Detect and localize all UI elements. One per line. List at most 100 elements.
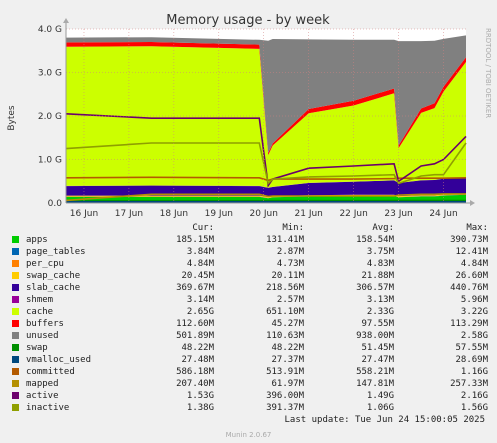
- legend-row-per-cpu: per_cpu 4.84M 4.73M 4.83M 4.84M: [12, 258, 488, 270]
- legend-swatch: [12, 248, 19, 255]
- legend-avg: 3.13M: [366, 295, 394, 305]
- legend-max: 1.56G: [460, 403, 488, 413]
- legend-table: Cur: Min: Avg: Max: apps 185.15M 131.41M 15…: [12, 222, 488, 414]
- legend-avg: 1.49G: [366, 391, 394, 401]
- legend-cur: 185.15M: [176, 235, 214, 245]
- legend-cur: 1.38G: [186, 403, 214, 413]
- legend-min: 45.27M: [271, 319, 304, 329]
- legend-swatch: [12, 344, 19, 351]
- legend-avg: 558.21M: [356, 367, 394, 377]
- legend-cur: 1.53G: [186, 391, 214, 401]
- legend-avg: 1.06G: [366, 403, 394, 413]
- legend-row-swap: swap 48.22M 48.22M 51.45M 57.55M: [12, 342, 488, 354]
- header-avg: Avg:: [372, 223, 394, 233]
- legend-min: 2.57M: [276, 295, 304, 305]
- legend-name: mapped: [26, 379, 59, 389]
- chart-title: Memory usage - by week: [166, 13, 330, 28]
- area-unused: [66, 35, 466, 153]
- legend-max: 113.29M: [450, 319, 488, 329]
- legend-name: slab_cache: [26, 283, 81, 293]
- legend-cur: 27.48M: [181, 355, 214, 365]
- y-tick-label: 0.0: [48, 199, 63, 209]
- legend-min: 48.22M: [271, 343, 304, 353]
- legend-row-page-tables: page_tables 3.84M 2.87M 3.75M 12.41M: [12, 246, 488, 258]
- legend-avg: 306.57M: [356, 283, 394, 293]
- legend-name: swap_cache: [26, 271, 81, 281]
- area-swap-cache: [66, 193, 466, 198]
- legend-min: 391.37M: [266, 403, 304, 413]
- legend-name: page_tables: [26, 247, 86, 257]
- y-tick-label: 3.0 G: [38, 69, 62, 79]
- legend-swatch: [12, 308, 19, 315]
- legend-row-committed: committed 586.18M 513.91M 558.21M 1.16G: [12, 366, 488, 378]
- legend-cur: 3.84M: [186, 247, 214, 257]
- legend-cur: 3.14M: [186, 295, 214, 305]
- last-update: Last update: Tue Jun 24 15:00:05 2025: [284, 415, 485, 425]
- legend-swatch: [12, 404, 19, 411]
- legend-row-swap-cache: swap_cache 20.45M 20.11M 21.88M 26.60M: [12, 270, 488, 282]
- legend-name: active: [26, 391, 59, 401]
- y-tick-label: 4.0 G: [38, 25, 62, 35]
- legend-cur: 112.60M: [176, 319, 214, 329]
- legend-avg: 97.55M: [361, 319, 394, 329]
- x-tick-label: 21 Jun: [295, 209, 323, 219]
- legend-row-inactive: inactive 1.38G 391.37M 1.06G 1.56G: [12, 402, 488, 414]
- legend-header: Cur: Min: Avg: Max:: [12, 222, 488, 234]
- legend-min: 27.37M: [271, 355, 304, 365]
- legend-name: unused: [26, 331, 59, 341]
- x-tick-label: 18 Jun: [160, 209, 188, 219]
- legend-max: 257.33M: [450, 379, 488, 389]
- legend-max: 26.60M: [455, 271, 488, 281]
- legend-name: per_cpu: [26, 259, 64, 269]
- legend-cur: 369.67M: [176, 283, 214, 293]
- legend-row-buffers: buffers 112.60M 45.27M 97.55M 113.29M: [12, 318, 488, 330]
- legend-cur: 48.22M: [181, 343, 214, 353]
- legend-name: buffers: [26, 319, 64, 329]
- legend-cur: 20.45M: [181, 271, 214, 281]
- legend-min: 2.87M: [276, 247, 304, 257]
- legend-name: inactive: [26, 403, 70, 413]
- legend-row-vmalloc-used: vmalloc_used 27.48M 27.37M 27.47M 28.69M: [12, 354, 488, 366]
- legend-max: 4.84M: [460, 259, 488, 269]
- x-tick-label: 20 Jun: [250, 209, 278, 219]
- legend-swatch: [12, 284, 19, 291]
- legend-row-mapped: mapped 207.40M 61.97M 147.81M 257.33M: [12, 378, 488, 390]
- legend-min: 110.63M: [266, 331, 304, 341]
- x-tick-labels: 16 Jun 17 Jun 18 Jun 19 Jun 20 Jun 21 Jun 22 J…: [70, 209, 458, 219]
- legend-avg: 4.83M: [366, 259, 394, 269]
- legend-swatch: [12, 272, 19, 279]
- legend-row-shmem: shmem 3.14M 2.57M 3.13M 5.96M: [12, 294, 488, 306]
- y-tick-labels: 0.0 1.0 G 2.0 G 3.0 G 4.0 G: [38, 25, 62, 209]
- area-slab-cache: [66, 177, 466, 197]
- legend-avg: 158.54M: [356, 235, 394, 245]
- legend-swatch: [12, 260, 19, 267]
- y-tick-label: 1.0 G: [38, 156, 62, 166]
- munin-version: Munin 2.0.67: [225, 431, 272, 439]
- x-tick-label: 23 Jun: [384, 209, 412, 219]
- legend-max: 28.69M: [455, 355, 488, 365]
- legend-swatch: [12, 380, 19, 387]
- legend-swatch: [12, 368, 19, 375]
- legend-cur: 2.65G: [186, 307, 214, 317]
- legend-max: 5.96M: [460, 295, 488, 305]
- legend-avg: 147.81M: [356, 379, 394, 389]
- x-tick-label: 22 Jun: [339, 209, 367, 219]
- y-tick-label: 2.0 G: [38, 112, 62, 122]
- legend-min: 651.10M: [266, 307, 304, 317]
- legend-swatch: [12, 332, 19, 339]
- legend-name: swap: [26, 343, 48, 353]
- legend-swatch: [12, 356, 19, 363]
- legend-min: 20.11M: [271, 271, 304, 281]
- legend-cur: 586.18M: [176, 367, 214, 377]
- x-tick-label: 19 Jun: [205, 209, 233, 219]
- legend-avg: 21.88M: [361, 271, 394, 281]
- legend-avg: 27.47M: [361, 355, 394, 365]
- legend-name: vmalloc_used: [26, 355, 92, 365]
- legend-min: 513.91M: [266, 367, 304, 377]
- header-max: Max:: [466, 223, 488, 233]
- legend-min: 4.73M: [276, 259, 304, 269]
- legend-row-cache: cache 2.65G 651.10M 2.33G 3.22G: [12, 306, 488, 318]
- legend-max: 2.16G: [460, 391, 488, 401]
- x-axis-arrow: [470, 200, 475, 206]
- legend-max: 2.58G: [460, 331, 488, 341]
